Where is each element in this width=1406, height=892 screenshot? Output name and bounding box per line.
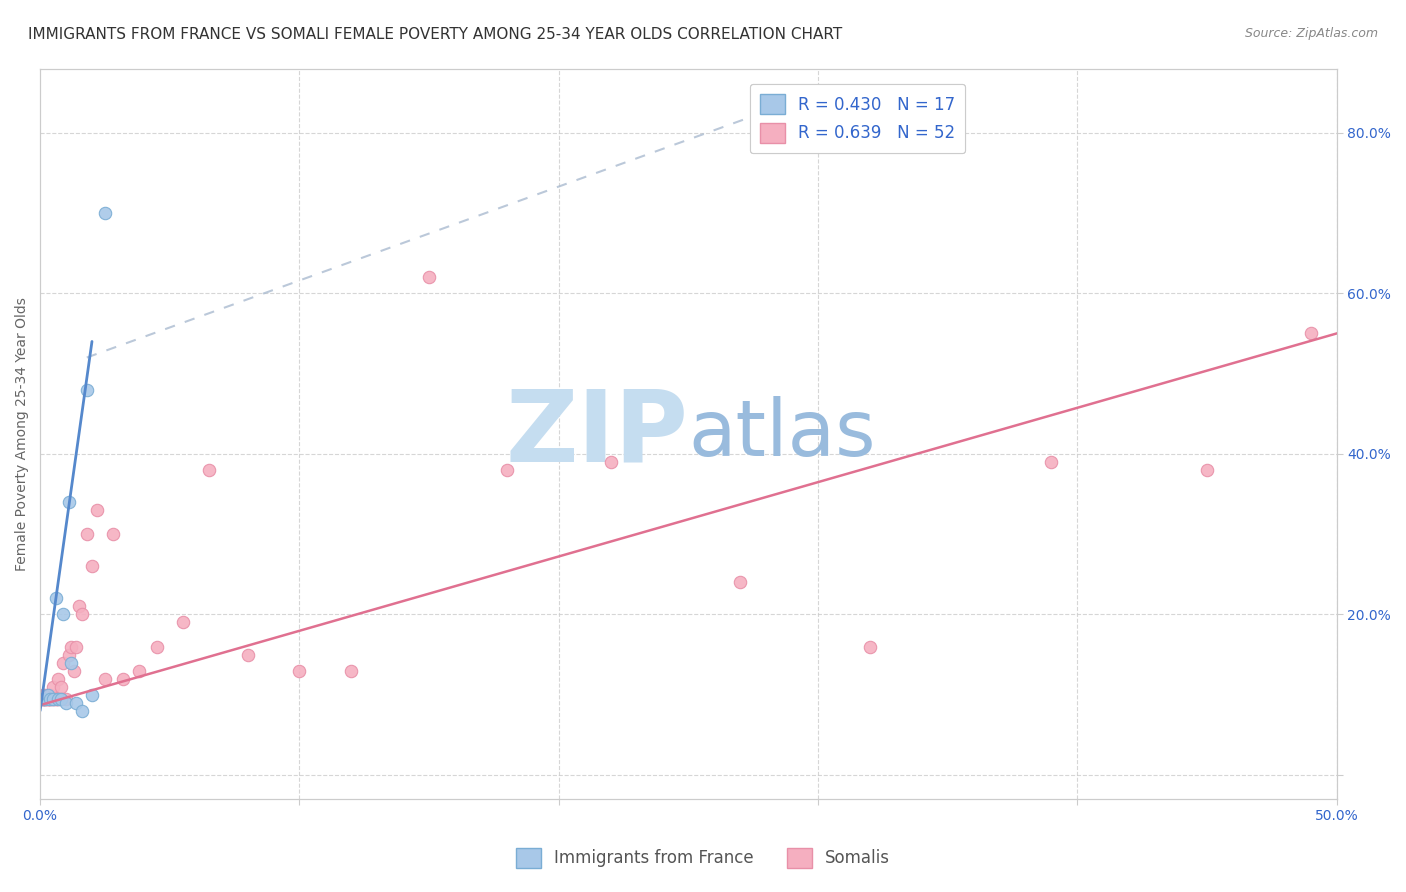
Point <box>49 691 72 706</box>
Point <box>49 680 72 694</box>
Point <box>1299 326 1322 341</box>
Point <box>94 672 117 686</box>
Point <box>197 463 219 477</box>
Point <box>94 206 117 220</box>
Point <box>58 495 80 509</box>
Point <box>46 672 69 686</box>
Point <box>172 615 194 630</box>
Point <box>37 691 59 706</box>
Point <box>128 664 150 678</box>
Point <box>63 664 86 678</box>
Text: Source: ZipAtlas.com: Source: ZipAtlas.com <box>1244 27 1378 40</box>
Point <box>60 656 83 670</box>
Point <box>34 691 56 706</box>
Point <box>76 527 98 541</box>
Point <box>52 656 75 670</box>
Point <box>37 691 59 706</box>
Point <box>37 691 59 706</box>
Point <box>65 696 87 710</box>
Point <box>1040 455 1063 469</box>
Point <box>236 648 259 662</box>
Point <box>46 691 69 706</box>
Point <box>70 607 93 622</box>
Point <box>46 691 69 706</box>
Point <box>39 691 62 706</box>
Point <box>31 691 53 706</box>
Point <box>730 575 752 590</box>
Point <box>42 691 65 706</box>
Point <box>37 688 59 702</box>
Point <box>42 691 65 706</box>
Point <box>70 704 93 718</box>
Point <box>34 691 56 706</box>
Legend: Immigrants from France, Somalis: Immigrants from France, Somalis <box>509 841 897 875</box>
Point <box>31 688 53 702</box>
Point <box>80 688 103 702</box>
Point <box>58 648 80 662</box>
Point <box>39 691 62 706</box>
Point <box>65 640 87 654</box>
Point <box>86 503 108 517</box>
Point <box>340 664 363 678</box>
Text: IMMIGRANTS FROM FRANCE VS SOMALI FEMALE POVERTY AMONG 25-34 YEAR OLDS CORRELATIO: IMMIGRANTS FROM FRANCE VS SOMALI FEMALE … <box>28 27 842 42</box>
Point <box>34 691 56 706</box>
Point <box>80 559 103 574</box>
Text: ZIP: ZIP <box>506 385 689 483</box>
Point <box>112 672 135 686</box>
Legend: R = 0.430   N = 17, R = 0.639   N = 52: R = 0.430 N = 17, R = 0.639 N = 52 <box>749 84 966 153</box>
Point <box>1195 463 1218 477</box>
Point <box>55 691 77 706</box>
Point <box>101 527 124 541</box>
Point <box>31 691 53 706</box>
Point <box>859 640 882 654</box>
Y-axis label: Female Poverty Among 25-34 Year Olds: Female Poverty Among 25-34 Year Olds <box>15 297 30 571</box>
Point <box>599 455 621 469</box>
Point <box>67 599 90 614</box>
Point <box>418 270 440 285</box>
Point <box>42 691 65 706</box>
Point <box>39 688 62 702</box>
Point <box>34 688 56 702</box>
Point <box>39 691 62 706</box>
Point <box>42 680 65 694</box>
Point <box>34 691 56 706</box>
Point <box>31 691 53 706</box>
Point <box>76 383 98 397</box>
Point <box>52 607 75 622</box>
Point <box>45 691 67 706</box>
Point <box>146 640 169 654</box>
Point <box>45 691 67 706</box>
Point <box>49 691 72 706</box>
Text: atlas: atlas <box>689 396 876 472</box>
Point <box>55 696 77 710</box>
Point <box>45 591 67 606</box>
Point <box>31 691 53 706</box>
Point <box>496 463 519 477</box>
Point <box>60 640 83 654</box>
Point <box>288 664 311 678</box>
